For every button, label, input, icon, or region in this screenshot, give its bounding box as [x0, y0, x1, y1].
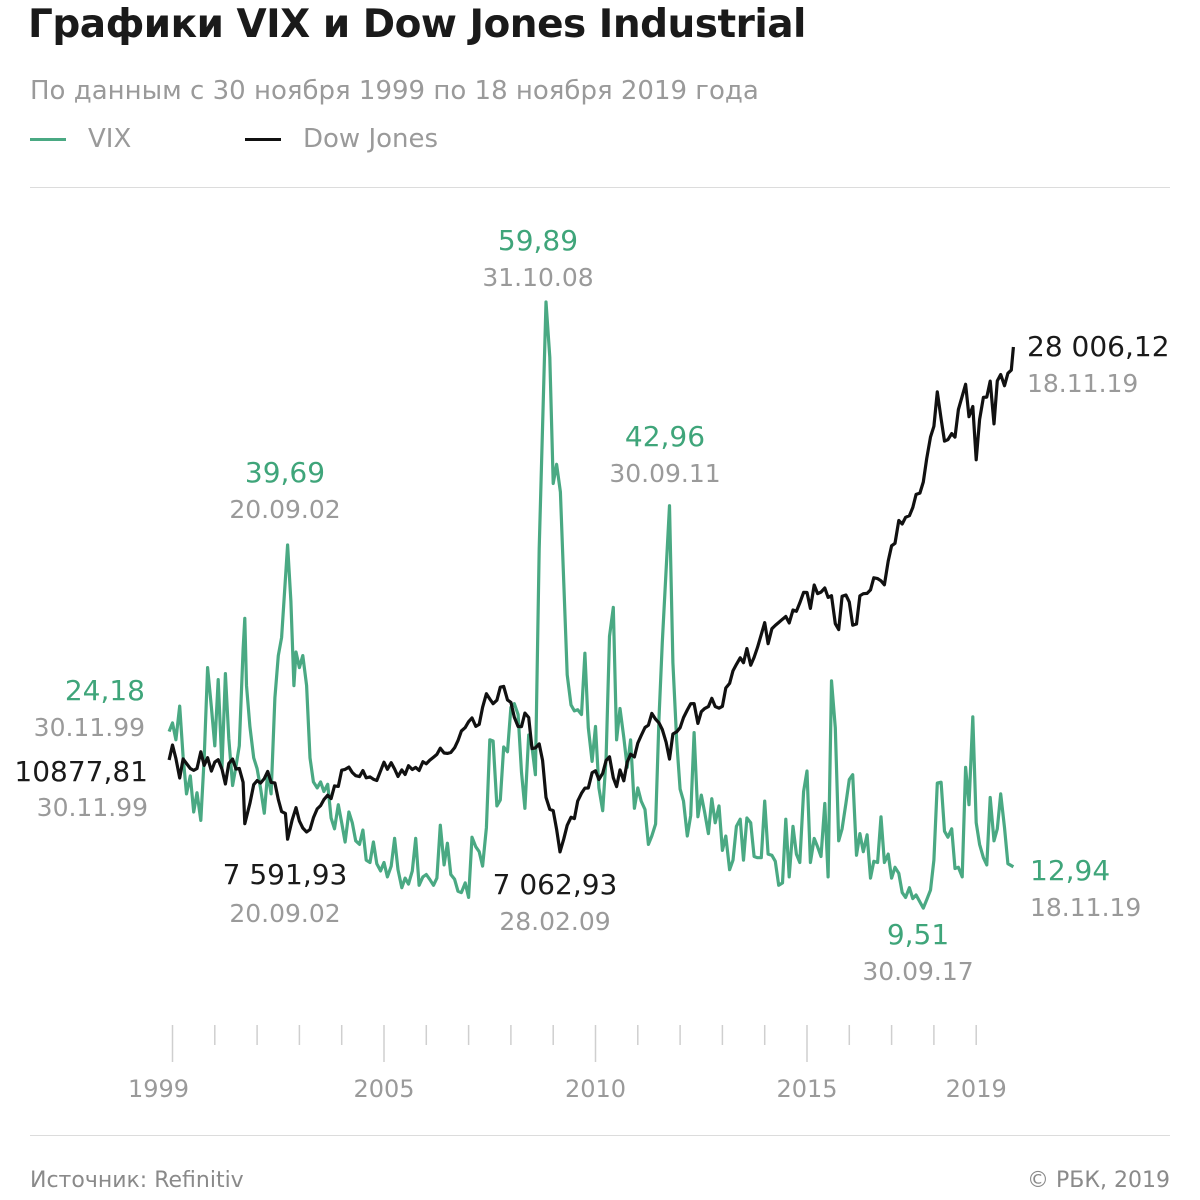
- annotation-value-dow-start: 10877,81: [14, 755, 148, 788]
- x-tick-label-2015: 2015: [776, 1075, 837, 1103]
- legend: VIX Dow Jones: [30, 124, 460, 154]
- x-tick-label-2005: 2005: [353, 1075, 414, 1103]
- annotation-date-vix-start: 30.11.99: [34, 713, 145, 742]
- x-tick-label-1999: 1999: [128, 1075, 189, 1103]
- annotation-date-dow-2009: 28.02.09: [499, 907, 610, 936]
- legend-label-vix: VIX: [88, 124, 132, 154]
- annotation-value-vix-2008: 59,89: [498, 224, 578, 257]
- annotation-date-dow-2002: 20.09.02: [229, 899, 340, 928]
- annotation-value-vix-2017: 9,51: [887, 918, 949, 951]
- legend-swatch-dow: [245, 137, 281, 141]
- annotation-value-dow-2002: 7 591,93: [223, 858, 348, 891]
- annotation-value-vix-2002: 39,69: [245, 456, 325, 489]
- chart-title: Графики VIX и Dow Jones Industrial: [28, 2, 806, 47]
- annotation-value-dow-end: 28 006,12: [1027, 330, 1170, 363]
- copyright: © РБК, 2019: [1027, 1168, 1170, 1193]
- legend-item-dow: Dow Jones: [245, 124, 460, 154]
- annotation-date-vix-2011: 30.09.11: [609, 459, 720, 488]
- annotation-date-vix-2017: 30.09.17: [862, 957, 973, 986]
- annotation-date-dow-end: 18.11.19: [1027, 369, 1138, 398]
- legend-label-dow: Dow Jones: [303, 124, 439, 154]
- annotation-value-vix-start: 24,18: [65, 674, 145, 707]
- bottom-divider: [30, 1135, 1170, 1136]
- annotation-date-vix-2008: 31.10.08: [482, 263, 593, 292]
- legend-swatch-vix: [30, 137, 66, 141]
- annotation-date-dow-start: 30.11.99: [37, 793, 148, 822]
- dow-series-line: [167, 346, 1015, 854]
- annotation-value-vix-end: 12,94: [1030, 854, 1110, 887]
- chart-subtitle: По данным с 30 ноября 1999 по 18 ноября …: [30, 76, 759, 106]
- x-tick-label-2019: 2019: [946, 1075, 1007, 1103]
- x-axis: 1999 2005 2010 2015 2019: [128, 1025, 1007, 1103]
- annotation-value-vix-2011: 42,96: [625, 420, 705, 453]
- annotation-value-dow-2009: 7 062,93: [493, 868, 618, 901]
- annotation-date-vix-2002: 20.09.02: [229, 495, 340, 524]
- annotation-date-vix-end: 18.11.19: [1030, 893, 1141, 922]
- vix-series-line: [167, 300, 1015, 910]
- top-divider: [30, 187, 1170, 188]
- source-note: Источник: Refinitiv: [30, 1168, 244, 1193]
- x-tick-label-2010: 2010: [565, 1075, 626, 1103]
- legend-item-vix: VIX: [30, 124, 245, 154]
